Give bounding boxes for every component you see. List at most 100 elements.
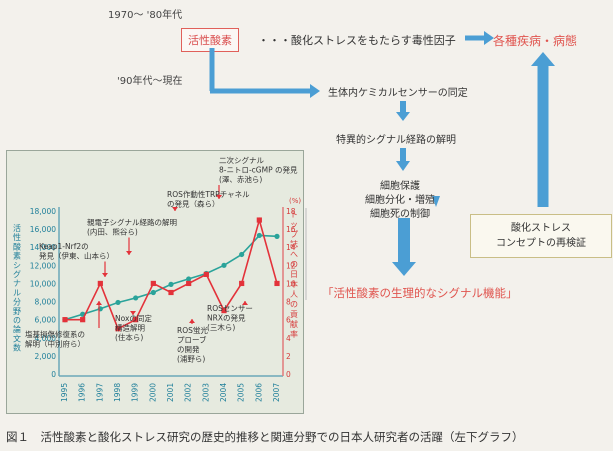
era-label-1990: '90年代～現在 (117, 76, 183, 87)
annotation-text: 構造解明 (115, 323, 145, 333)
y-right-tick-label: 14 (286, 243, 296, 252)
y-right-axis-label-char: へ (290, 250, 298, 259)
y-left-axis-label-char: 論 (13, 324, 21, 334)
concept-line-2: コンセプトの再検証 (496, 238, 586, 249)
series-1-point (62, 317, 68, 323)
annotation-arrowhead (242, 301, 248, 305)
y-left-tick-label: 8,000 (35, 298, 57, 307)
physiological-function-label: 「活性酸素の生理的なシグナル機能」 (322, 286, 518, 300)
y-right-tick-label: 6 (286, 316, 291, 325)
x-tick-label: 1997 (95, 383, 104, 402)
series-0-point (186, 276, 192, 282)
x-tick-label: 2001 (166, 383, 175, 402)
annotation-text: Noxの同定 (115, 313, 152, 323)
series-0-point (274, 233, 280, 239)
y-left-axis-label-char: 活 (13, 223, 21, 233)
annotation-text: (内田、熊谷ら) (87, 227, 138, 237)
y-right-tick-label: 18 (286, 207, 296, 216)
annotation-text: 二次シグナル (219, 155, 264, 165)
annotation-text: 解明（中別府ら） (25, 339, 85, 349)
y-right-tick-label: 10 (286, 279, 296, 288)
y-right-tick-label: 4 (286, 334, 291, 343)
disease-label: 各種疾病・病態 (493, 34, 578, 48)
x-tick-label: 2004 (219, 383, 228, 402)
series-1-point (203, 271, 209, 277)
annotation-text: 8-ニトロ-cGMP の発見 (219, 166, 298, 175)
y-left-axis-label-char: の (13, 316, 21, 325)
y-left-axis-label-char: 文 (13, 333, 21, 343)
y-right-axis-label-char: ッ (290, 220, 298, 229)
series-0-point (239, 251, 245, 258)
x-tick-label: 2005 (237, 383, 246, 402)
series-1-point (115, 326, 121, 332)
x-tick-label: 1996 (78, 383, 87, 402)
y-left-tick-label: 18,000 (30, 207, 56, 216)
series-0-point (168, 281, 174, 287)
x-tick-label: 1998 (113, 383, 122, 402)
y-left-tick-label: 10,000 (30, 279, 56, 288)
annotation-arrowhead (96, 301, 102, 305)
y-left-axis-label-char: 数 (13, 343, 21, 353)
x-tick-label: 1995 (60, 383, 69, 402)
annotation-arrowhead (172, 207, 178, 211)
annotation-text: (住本ら) (115, 332, 143, 342)
annotation-text: (浦野ら) (177, 354, 205, 364)
series-1-point (150, 280, 156, 287)
x-tick-label: 2000 (148, 383, 157, 402)
annotation-arrowhead (216, 195, 222, 199)
series-0-point (221, 262, 227, 268)
annotation-arrowhead (102, 273, 108, 277)
cell-protection-text: 細胞保護 (380, 181, 420, 192)
series-1-point (186, 280, 192, 287)
series-0-point (150, 289, 156, 296)
series-0-point (115, 299, 121, 306)
y-right-tick-label: 8 (286, 298, 291, 307)
x-tick-label: 2002 (184, 383, 193, 402)
y-left-tick-label: 16,000 (30, 225, 56, 234)
concept-line-1: 酸化ストレス (511, 223, 571, 234)
series-1-point (168, 289, 174, 296)
flow-step-cell-regulation: 細胞保護 細胞分化・増殖 細胞死の制御 (340, 180, 460, 222)
series-1-point (80, 317, 86, 323)
x-tick-label: 1999 (131, 383, 140, 402)
y-right-tick-label: 16 (286, 225, 296, 234)
series-0-point (256, 232, 262, 239)
annotation-text: ROS蛍光 (177, 325, 208, 335)
y-right-tick-label: 2 (286, 352, 291, 361)
series-1-point (97, 280, 103, 287)
series-1-point (256, 217, 262, 223)
y-left-tick-label: 2,000 (35, 352, 57, 361)
annotation-text: Keap1-Nrf2の (39, 242, 89, 251)
annotation-text: の発見（森ら） (167, 199, 220, 209)
cell-death-text: 細胞死の制御 (370, 209, 430, 220)
annotation-text: ROSセンサー (207, 304, 253, 313)
y-left-axis-label-char: 野 (13, 307, 21, 316)
flow-step-signal-pathway: 特異的シグナル経路の解明 (336, 135, 456, 146)
y-left-axis-label-char: ル (13, 288, 21, 297)
flow-step-chemical-sensor: 生体内ケミカルセンサーの同定 (328, 88, 468, 99)
era-label-1970: 1970～ '80年代 (108, 10, 183, 21)
series-1-point (274, 280, 280, 287)
y-right-axis-label-char: 本 (290, 279, 298, 289)
y-right-axis-label-char: 貢 (290, 310, 298, 319)
annotation-text: の開発 (177, 345, 200, 354)
y-left-tick-label: 4,000 (35, 334, 57, 343)
y-right-axis-label-char: 人 (290, 290, 298, 299)
y-right-axis-label-char: ト (290, 210, 298, 219)
y-left-axis-label-char: 酸 (13, 241, 21, 251)
y-left-axis-label-char: グ (13, 269, 21, 279)
annotation-text: 発見（伊東、山本ら） (39, 251, 114, 261)
ros-description: ・・・酸化ストレスをもたらす毒性因子 (258, 34, 456, 47)
y-right-tick-label: 12 (286, 261, 296, 270)
y-left-axis-label-char: 分 (13, 298, 21, 307)
oxidative-stress-concept-box: 酸化ストレス コンセプトの再検証 (470, 214, 612, 258)
cell-differentiation-text: 細胞分化・増殖 (365, 195, 435, 206)
y-right-axis-label-char: 献 (290, 319, 298, 329)
y-right-axis-label-char: の (290, 300, 298, 309)
y-left-tick-label: 6,000 (35, 316, 57, 325)
x-tick-label: 2003 (201, 383, 210, 402)
annotation-text: 塩基損傷修復系の (25, 329, 85, 339)
y-right-tick-label: 0 (286, 370, 291, 379)
annotation-text: (澤、赤池ら) (219, 174, 262, 184)
series-0-point (133, 295, 139, 301)
